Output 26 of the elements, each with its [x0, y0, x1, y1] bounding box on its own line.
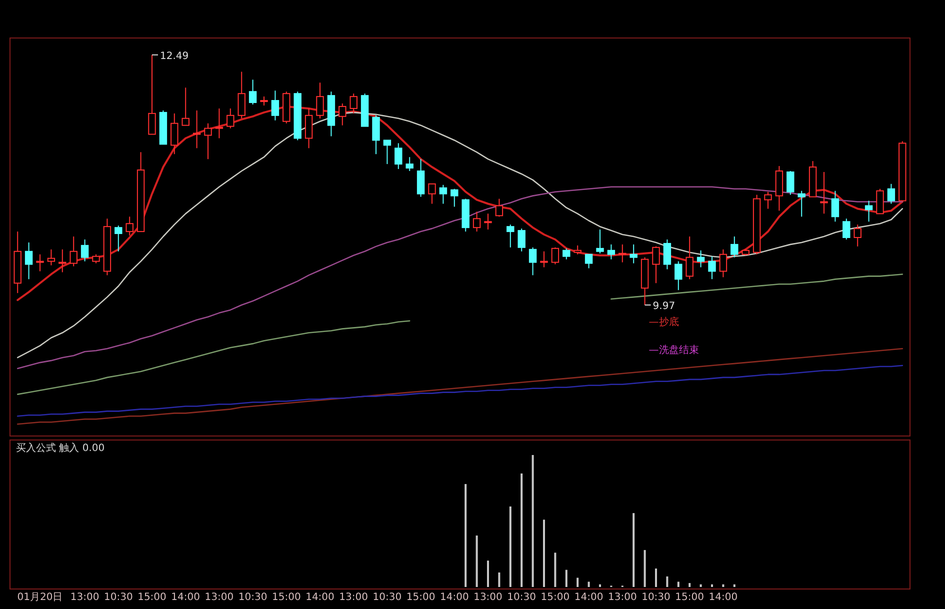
x-tick-label: 15:00 [406, 592, 436, 603]
x-tick-label: 13:00 [70, 592, 100, 603]
x-tick-label: 01月20日 [17, 592, 63, 603]
x-tick-label: 15:00 [540, 592, 570, 603]
x-tick-label: 14:00 [171, 592, 200, 603]
x-tick-label: 10:30 [104, 592, 133, 603]
annotation: —洗盘结束 [648, 344, 699, 356]
annotation: —抄底 [648, 316, 679, 328]
x-tick-label: 15:00 [272, 592, 301, 603]
x-tick-label: 10:30 [372, 592, 402, 603]
x-tick-label: 14:00 [708, 592, 738, 603]
x-tick-label: 15:00 [675, 592, 704, 603]
x-tick-label: 14:00 [574, 592, 604, 603]
x-tick-label: 15:00 [138, 592, 166, 603]
annotation: 12.49 [160, 50, 189, 62]
x-tick-label: 10:30 [507, 592, 536, 603]
x-tick-label: 13:00 [204, 592, 234, 603]
annotation: 9.97 [652, 300, 676, 312]
x-tick-label: 13:00 [608, 592, 637, 603]
x-tick-label: 10:30 [642, 592, 670, 603]
x-tick-label: 13:00 [474, 592, 502, 603]
chart-title: 买入公式 触入 0.00 [16, 442, 105, 454]
x-tick-label: 13:00 [339, 592, 368, 603]
x-tick-label: 10:30 [238, 592, 268, 603]
x-tick-label: 14:00 [440, 592, 469, 603]
x-tick-label: 14:00 [306, 592, 334, 603]
